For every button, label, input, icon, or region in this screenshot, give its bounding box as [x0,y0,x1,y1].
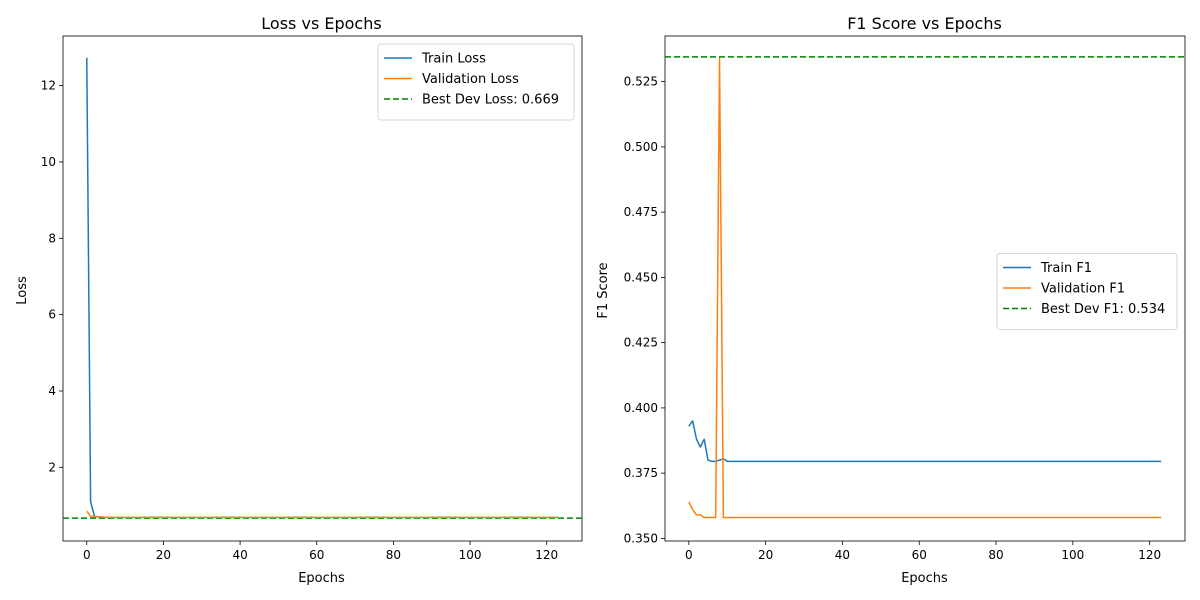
f1-chart-title: F1 Score vs Epochs [847,14,1002,33]
f1-x-tick-label: 40 [835,548,850,562]
f1-x-tick-label: 80 [988,548,1003,562]
loss-plot-frame [62,35,583,542]
loss-y-axis-label: Loss [15,276,30,305]
loss-legend-label: Validation Loss [422,72,519,87]
f1-series-line-1 [688,57,1162,519]
f1-x-tick-label: 120 [1138,548,1161,562]
f1-legend-box [996,253,1178,330]
f1-y-tick-label: 0.450 [624,270,658,284]
f1-y-tick-label: 0.425 [624,336,658,350]
loss-legend: Train Loss Validation Loss Best Dev Loss: … [377,43,575,121]
loss-x-tick-label: 20 [156,548,171,562]
loss-y-tick-label: 6 [48,308,56,322]
loss-legend-label: Best Dev Loss: 0.669 [422,93,559,108]
loss-x-tick-label: 80 [386,548,401,562]
loss-x-tick-label: 120 [535,548,558,562]
loss-x-axis-label: Epochs [298,571,345,586]
f1-x-tick-label: 0 [685,548,693,562]
f1-y-tick-label: 0.375 [624,466,658,480]
f1-y-tick-label: 0.350 [624,531,658,545]
f1-x-tick-label: 20 [758,548,773,562]
loss-x-tick-label: 0 [83,548,91,562]
loss-chart-title: Loss vs Epochs [261,14,381,33]
f1-y-axis-label: F1 Score [596,262,611,318]
loss-x-tick-label: 60 [309,548,324,562]
f1-y-tick-label: 0.400 [624,401,658,415]
f1-legend-label: Best Dev F1: 0.534 [1041,302,1165,317]
loss-legend-box [377,43,575,121]
loss-chart-panel: Loss vs Epochs Epochs Loss 0 20 40 60 80 100 1… [15,14,583,586]
f1-x-tick-label: 60 [912,548,927,562]
f1-x-tick-label: 100 [1061,548,1084,562]
loss-y-tick-label: 2 [48,460,56,474]
f1-y-tick-label: 0.475 [624,205,658,219]
f1-legend-label: Train F1 [1040,261,1092,276]
f1-y-tick-label: 0.500 [624,140,658,154]
loss-series-line-1 [86,510,559,519]
f1-chart-panel: F1 Score vs Epochs Epochs F1 Score 0 20 40… [596,14,1186,586]
f1-series-line-0 [688,420,1162,463]
loss-y-tick-label: 10 [41,155,56,169]
f1-legend: Train F1 Validation F1 Best Dev F1: 0.534 [996,253,1178,330]
loss-y-tick-label: 4 [48,384,56,398]
loss-x-tick-label: 100 [459,548,482,562]
f1-y-tick-label: 0.525 [624,75,658,89]
loss-x-tick-label: 40 [232,548,247,562]
f1-legend-label: Validation F1 [1041,282,1125,297]
loss-y-tick-label: 8 [48,231,56,245]
f1-x-axis-label: Epochs [901,571,948,586]
loss-y-tick-label: 12 [41,79,56,93]
f1-plot-frame [664,35,1186,542]
loss-legend-label: Train Loss [421,52,486,67]
